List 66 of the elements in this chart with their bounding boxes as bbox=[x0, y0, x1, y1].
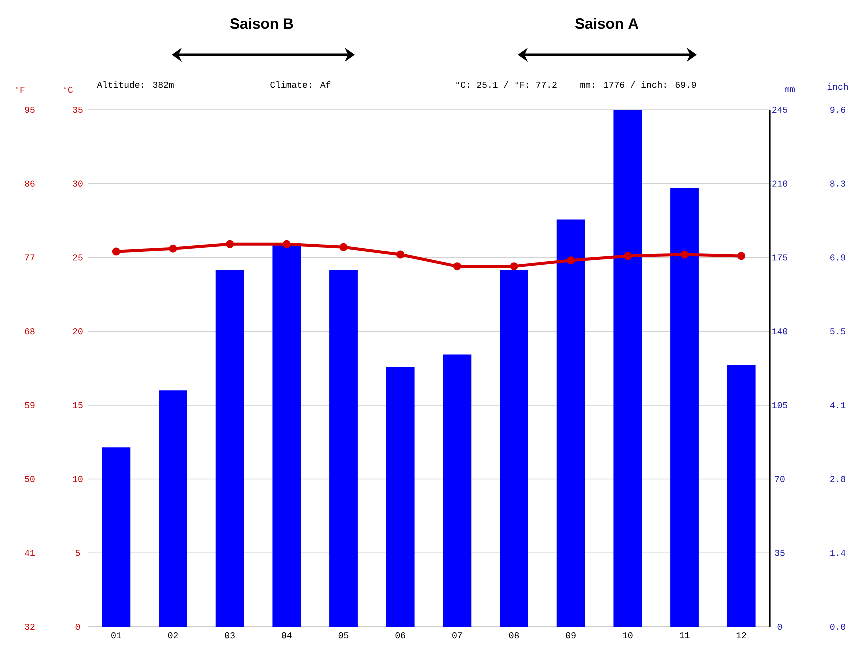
text: Climate: Af bbox=[270, 81, 331, 88]
bar bbox=[216, 270, 244, 627]
x-tick-label: 11 bbox=[680, 632, 690, 638]
text: 2.8 bbox=[830, 476, 846, 482]
x-tick-label: 05 bbox=[338, 632, 349, 639]
x-tick-label: 02 bbox=[168, 632, 178, 639]
y-tick-label: 30 bbox=[73, 180, 83, 187]
bar bbox=[727, 365, 756, 627]
text: 1.4 bbox=[830, 550, 846, 556]
x-tick-label: 04 bbox=[282, 632, 292, 639]
y-tick-label: 35 bbox=[73, 106, 83, 114]
x-tick-label: 03 bbox=[225, 632, 235, 639]
y2-tick-label: 35 bbox=[775, 550, 785, 556]
y-tick-label: 15 bbox=[73, 402, 83, 408]
x-tick-label: 08 bbox=[509, 632, 520, 639]
y-tick-label: 10 bbox=[73, 476, 83, 482]
bar bbox=[272, 242, 302, 627]
bar bbox=[330, 270, 358, 627]
x-tick-label: 01 bbox=[112, 632, 122, 639]
x-tick-label: 09 bbox=[566, 632, 576, 639]
y-axis-title: °C bbox=[64, 86, 73, 94]
text: Saison A bbox=[575, 18, 639, 30]
y-tick-label: 25 bbox=[73, 254, 83, 261]
y3-tick-label: 68 bbox=[25, 328, 35, 335]
y2-tick-label: 210 bbox=[772, 180, 788, 187]
bar bbox=[670, 188, 699, 627]
bar bbox=[443, 354, 472, 627]
y-tick-label: 0 bbox=[76, 624, 80, 630]
y2-tick-label: 0 bbox=[778, 624, 782, 630]
text: 9.6 bbox=[830, 106, 846, 114]
text: Altitude: 382m bbox=[97, 81, 174, 88]
y-tick-label: 20 bbox=[73, 328, 83, 335]
y2-axis-title: mm bbox=[785, 88, 795, 92]
bar bbox=[386, 367, 415, 627]
text: inch bbox=[828, 83, 848, 90]
x-tick-label: 12 bbox=[736, 632, 746, 639]
bar bbox=[102, 448, 131, 627]
bar bbox=[556, 220, 586, 627]
bar bbox=[500, 270, 528, 627]
y3-tick-label: 77 bbox=[25, 254, 35, 261]
text: 5.5 bbox=[830, 328, 846, 335]
text: 4.1 bbox=[830, 402, 846, 408]
bar bbox=[614, 110, 642, 627]
y2-tick-label: 105 bbox=[772, 402, 788, 408]
bar bbox=[159, 390, 188, 627]
x-tick-label: 10 bbox=[623, 632, 633, 639]
y3-tick-label: 50 bbox=[25, 476, 35, 482]
y3-tick-label: 95 bbox=[25, 106, 35, 114]
text: mm: 1776 / inch: 69.9 bbox=[580, 81, 696, 88]
text: 8.3 bbox=[830, 180, 846, 187]
y3-tick-label: 32 bbox=[25, 624, 35, 630]
y-tick-label: 5 bbox=[76, 550, 80, 556]
text: °C: 25.1 / °F: 77.2 bbox=[456, 81, 557, 88]
y3-tick-label: 59 bbox=[25, 402, 35, 408]
x-tick-label: 07 bbox=[452, 632, 462, 639]
y2-tick-label: 140 bbox=[772, 328, 788, 335]
x-tick-label: 06 bbox=[396, 632, 406, 639]
text: 0.0 bbox=[830, 624, 846, 630]
text: Saison B bbox=[230, 18, 294, 30]
y3-axis-title: °F bbox=[16, 87, 25, 93]
y2-tick-label: 245 bbox=[772, 106, 788, 114]
y2-tick-label: 175 bbox=[772, 254, 788, 261]
y3-tick-label: 41 bbox=[25, 550, 35, 556]
y2-tick-label: 70 bbox=[775, 476, 785, 482]
text: 6.9 bbox=[830, 254, 846, 261]
y3-tick-label: 86 bbox=[25, 180, 35, 187]
